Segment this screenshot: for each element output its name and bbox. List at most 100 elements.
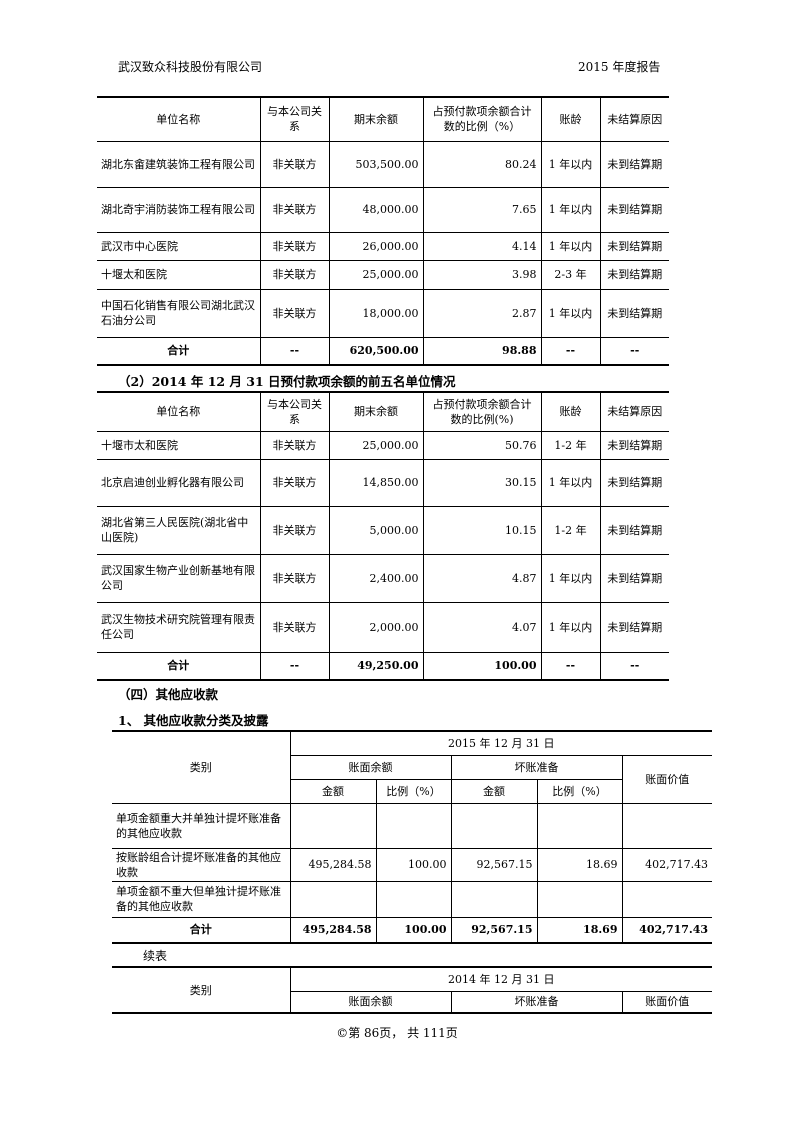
total-row: 合计 -- 49,250.00 100.00 -- -- — [97, 651, 669, 681]
cell: 非关联方 — [259, 259, 330, 290]
prepayment-top5-2014-table: 单位名称 与本公司关系 期末余额 占预付款项余额合计数的比例(%) 账龄 未结算原因 十堰市… — [97, 391, 669, 681]
cell: 未结算原因 — [599, 391, 669, 432]
section-classification: 1、 其他应收款分类及披露 — [118, 713, 269, 728]
cell: -- — [599, 336, 669, 366]
cell: 未到结算期 — [599, 505, 669, 555]
cell: 未到结算期 — [599, 553, 669, 603]
cell: 未到结算期 — [599, 259, 669, 290]
heading-2014-top5: （2）2014 年 12 月 31 日预付款项余额的前五名单位情况 — [118, 374, 456, 389]
total-row: 合计 -- 620,500.00 98.88 -- -- — [97, 336, 669, 366]
cell: 18,000.00 — [328, 288, 424, 338]
cell: 非关联方 — [259, 231, 330, 261]
ratio-header: 比例（%） — [375, 778, 452, 804]
cell — [621, 802, 713, 849]
cell: 非关联方 — [259, 505, 330, 555]
cell: 期末余额 — [328, 391, 424, 432]
cell: 495,284.58 — [289, 916, 377, 944]
table-row: 中国石化销售有限公司湖北武汉石油分公司 非关联方 18,000.00 2.87 1 年以… — [97, 288, 669, 338]
cell: 未到结算期 — [599, 458, 669, 507]
cell: 48,000.00 — [328, 186, 424, 233]
table-row: 湖北省第三人民医院(湖北省中山医院) 非关联方 5,000.00 10.15 1-2 年… — [97, 505, 669, 555]
book-balance-header: 账面余额 — [290, 754, 452, 780]
cell: 1-2 年 — [540, 430, 601, 460]
cell: 18.69 — [536, 847, 623, 882]
section-other-receivables: （四）其他应收款 — [118, 687, 219, 702]
bad-debt-header: 坏账准备 — [450, 990, 623, 1014]
cell: 1 年以内 — [540, 288, 601, 338]
cell: 2,000.00 — [328, 601, 424, 653]
bad-debt-header: 坏账准备 — [450, 754, 623, 780]
cell: 合计 — [97, 336, 261, 366]
book-value-header: 账面价值 — [621, 754, 713, 804]
cell: 非关联方 — [259, 140, 330, 188]
table-row: 武汉生物技术研究院管理有限责任公司 非关联方 2,000.00 4.07 1 年以内 未到… — [97, 601, 669, 653]
other-receivables-2014-table: 类别 2014 年 12 月 31 日 账面余额 坏账准备 账面价值 — [112, 966, 713, 1014]
cell: 按账龄组合计提坏账准备的其他应收款 — [112, 847, 291, 882]
cell: 单项金额不重大但单独计提坏账准备的其他应收款 — [112, 880, 291, 918]
cell — [621, 880, 713, 918]
cell: 49,250.00 — [328, 651, 424, 681]
cell: 503,500.00 — [328, 140, 424, 188]
cell: 402,717.43 — [621, 847, 713, 882]
cell: 未到结算期 — [599, 140, 669, 188]
table-row: 武汉国家生物产业创新基地有限公司 非关联方 2,400.00 4.87 1 年以内 未到结… — [97, 553, 669, 603]
cell: -- — [259, 651, 330, 681]
date-header: 2015 年 12 月 31 日 — [289, 730, 713, 756]
cell: 10.15 — [422, 505, 542, 555]
table-row: 十堰太和医院 非关联方 25,000.00 3.98 2-3 年未到结算期 — [97, 259, 669, 290]
table-row: 湖北东畲建筑装饰工程有限公司 非关联方 503,500.00 80.24 1 年以内 未到… — [97, 140, 669, 188]
cell: 3.98 — [422, 259, 542, 290]
cell: 100.00 — [375, 847, 452, 882]
table-row: 武汉市中心医院 非关联方 26,000.00 4.14 1 年以内 未到结算期 — [97, 231, 669, 261]
cell — [375, 802, 452, 849]
cell: 武汉市中心医院 — [97, 231, 261, 261]
table-row: 湖北奇宇消防装饰工程有限公司 非关联方 48,000.00 7.65 1 年以内 未到结算… — [97, 186, 669, 233]
cell: 十堰太和医院 — [97, 259, 261, 290]
continued-label: 续表 — [143, 949, 168, 963]
cell: 十堰市太和医院 — [97, 430, 261, 460]
cell: 占预付款项余额合计数的比例(%) — [422, 391, 542, 432]
cell: 50.76 — [422, 430, 542, 460]
table-row: 单项金额不重大但单独计提坏账准备的其他应收款 — [112, 880, 713, 918]
cell: 与本公司关系 — [259, 391, 330, 432]
cell — [536, 802, 623, 849]
cell: 98.88 — [422, 336, 542, 366]
amount-header: 金额 — [290, 778, 377, 804]
cell: 495,284.58 — [289, 847, 377, 882]
cell: 未到结算期 — [599, 288, 669, 338]
header-row: 单位名称 与本公司关系 期末余额 占预付款项余额合计数的比例（%） 账龄 未结算原因 — [97, 96, 669, 142]
cell: 25,000.00 — [328, 430, 424, 460]
ratio-header: 比例（%） — [536, 778, 622, 804]
cell — [450, 802, 538, 849]
company-name: 武汉致众科技股份有限公司 — [118, 60, 263, 74]
cell: 620,500.00 — [328, 336, 424, 366]
header-row: 单位名称 与本公司关系 期末余额 占预付款项余额合计数的比例(%) 账龄 未结算原因 — [97, 391, 669, 432]
cell: 18.69 — [536, 916, 623, 944]
cell: 非关联方 — [259, 430, 330, 460]
cell: 湖北东畲建筑装饰工程有限公司 — [97, 140, 261, 188]
cell: 合计 — [112, 916, 291, 944]
cell: 25,000.00 — [328, 259, 424, 290]
cell: 未到结算期 — [599, 601, 669, 653]
cell: 1 年以内 — [540, 231, 601, 261]
cell: 30.15 — [422, 458, 542, 507]
cell: -- — [599, 651, 669, 681]
cell: 北京启迪创业孵化器有限公司 — [97, 458, 261, 507]
cell: 100.00 — [375, 916, 452, 944]
date-header: 2014 年 12 月 31 日 — [289, 966, 713, 992]
cell: 非关联方 — [259, 186, 330, 233]
table-row: 十堰市太和医院 非关联方 25,000.00 50.76 1-2 年未到结算期 — [97, 430, 669, 460]
cell: 湖北奇宇消防装饰工程有限公司 — [97, 186, 261, 233]
cell: 期末余额 — [328, 96, 424, 142]
cell: 7.65 — [422, 186, 542, 233]
cell: 未到结算期 — [599, 231, 669, 261]
amount-header: 金额 — [450, 778, 538, 804]
cell: 1-2 年 — [540, 505, 601, 555]
cell: 非关联方 — [259, 458, 330, 507]
cell: 1 年以内 — [540, 186, 601, 233]
cell — [536, 880, 623, 918]
cell: 80.24 — [422, 140, 542, 188]
cell: 未到结算期 — [599, 186, 669, 233]
cell: 92,567.15 — [450, 847, 538, 882]
cell — [450, 880, 538, 918]
